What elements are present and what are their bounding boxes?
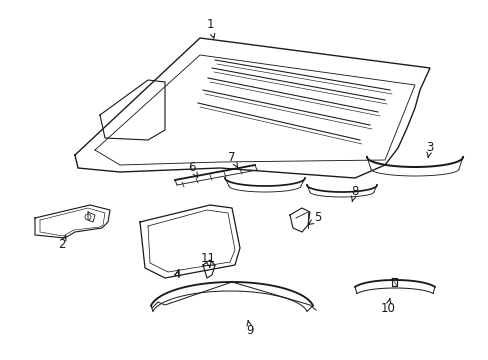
Text: 9: 9 xyxy=(246,321,253,337)
Text: 7: 7 xyxy=(228,152,237,167)
Text: 4: 4 xyxy=(173,269,181,282)
Text: 8: 8 xyxy=(350,185,358,201)
Text: 5: 5 xyxy=(308,211,321,225)
Text: 10: 10 xyxy=(380,298,395,315)
Text: 2: 2 xyxy=(58,235,66,252)
Text: 11: 11 xyxy=(200,252,215,267)
Text: 6: 6 xyxy=(188,162,197,177)
Text: 1: 1 xyxy=(206,18,214,38)
Text: 3: 3 xyxy=(426,141,433,157)
